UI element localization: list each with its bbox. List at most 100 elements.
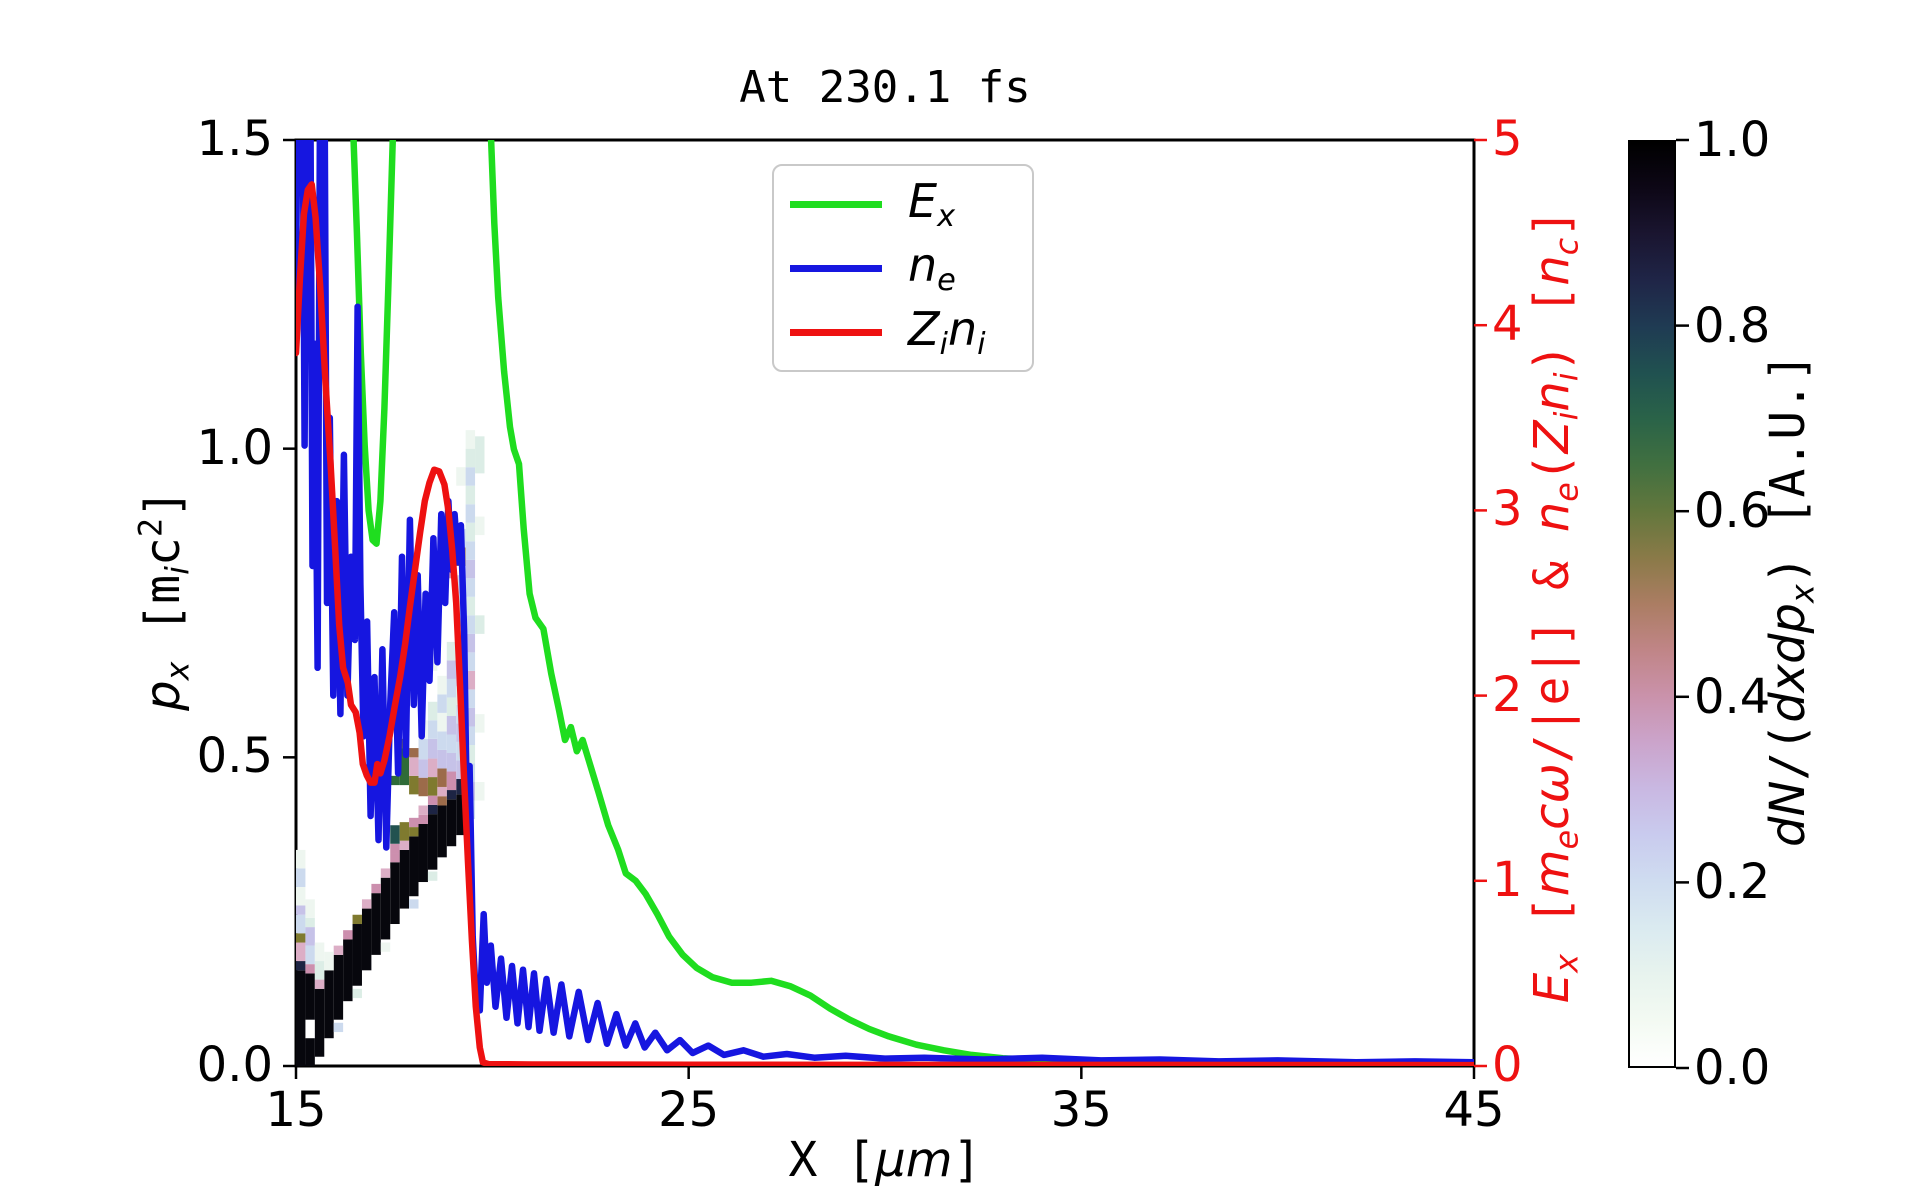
heatmap-cell [437,694,447,713]
heatmap-cell [409,817,419,828]
heatmap-cell [380,942,391,952]
label-segment: c [1523,803,1580,830]
heatmap-cell [361,899,372,909]
heatmap-cell [437,712,447,732]
heatmap-cell [352,924,362,986]
heatmap-cell [427,777,438,796]
legend-swatch-Ex [790,200,882,208]
heatmap-cell [333,945,344,955]
heatmap-cell [437,768,447,787]
right-tick-label: 3 [1492,481,1523,538]
heatmap-cell [361,908,372,971]
label-segment: E [1523,972,1580,1004]
heatmap-cell [333,1022,344,1033]
label-segment: n [947,301,978,356]
heatmap-cell [475,714,485,733]
heatmap-cell [437,675,447,695]
heatmap-cell [465,726,476,745]
heatmap-cell [296,905,306,915]
heatmap-cell [409,748,419,758]
heatmap-cell [296,933,306,943]
label-segment: ] [135,489,192,519]
heatmap-cell [446,790,457,800]
label-segment: /( [1759,722,1816,781]
heatmap-cell [314,979,325,989]
label-segment: i [160,566,197,575]
heatmap-cell [305,945,315,965]
label-segment: Z [908,301,940,356]
label-segment: i [1549,411,1586,421]
legend-label-ne: ne [908,238,956,298]
colorbar-tick-label: 0.2 [1694,854,1771,911]
label-segment: [ [135,603,192,662]
heatmap-cell [409,899,419,909]
legend-item-Ex: Ex [790,173,1032,235]
heatmap-cell [427,795,438,805]
heatmap-cell [409,836,419,897]
heatmap-cell [418,814,428,825]
colorbar-label: dN/(dxdpx) [A.U.] [1760,353,1822,847]
heatmap-cell [305,899,315,918]
colorbar-gradient [1628,140,1676,1068]
heatmap-cell [296,849,306,869]
heatmap-cell [409,775,419,795]
label-segment: μm [875,1132,953,1188]
heatmap-cell [305,917,315,928]
heatmap-cell [314,942,325,962]
heatmap-cell [446,660,457,679]
label-segment: [ [1523,896,1580,954]
label-segment: x [1549,953,1586,973]
legend-swatch-ne [790,264,882,272]
heatmap-cell [437,805,447,858]
heatmap-cell [456,467,466,486]
heatmap-cell [380,877,391,940]
heatmap-cell [418,738,428,760]
series-line-Zini [296,181,1474,1066]
right-tick-label: 2 [1492,666,1523,723]
heatmap-cell [399,748,410,786]
heatmap-cell [333,954,344,1020]
heatmap-cell [465,559,476,579]
heatmap-cell [343,930,353,940]
heatmap-cell [305,973,315,1020]
label-segment: ] [952,1132,982,1188]
label-segment: i [939,327,948,363]
heatmap-cell [343,939,353,1002]
label-segment: Z [1523,420,1580,454]
colorbar-tick-label: 0.0 [1694,1040,1771,1096]
left-y-axis-label: px [mic2] [133,489,197,711]
heatmap-cell [456,778,466,795]
heatmap-cell [437,731,447,750]
x-tick-label: 45 [1443,1082,1505,1138]
label-segment: n [908,237,938,292]
heatmap-cell [437,796,447,806]
heatmap-cell [352,914,362,925]
x-tick-label: 25 [658,1082,720,1138]
heatmap-cell [465,430,476,449]
heatmap-cell [446,641,457,661]
x-axis-label: X [μm] [789,1136,982,1184]
heatmap-cell [390,853,400,863]
heatmap-cell [418,805,428,815]
heatmap-cell [390,843,400,854]
heatmap-cell [418,777,428,797]
heatmap-cell [399,849,410,909]
heatmap-cell [399,822,410,841]
label-segment: 2 [133,518,170,538]
legend-swatch-Zini [790,328,882,336]
heatmap-cell [465,652,476,671]
heatmap-cell [418,824,428,883]
left-tick-label: 0.0 [196,1037,273,1093]
legend-label-Zini: Zini [908,302,986,362]
label-segment: c [1549,237,1586,256]
label-segment: e [1549,482,1586,502]
colorbar-tick-label: 1.0 [1694,112,1771,168]
label-segment: x [160,661,197,681]
heatmap-cell [314,988,325,1057]
heatmap-cell [456,794,466,836]
label-segment: c [135,537,192,567]
label-segment: i [1549,372,1586,382]
heatmap-cell [427,738,438,759]
heatmap-cell [446,799,457,847]
